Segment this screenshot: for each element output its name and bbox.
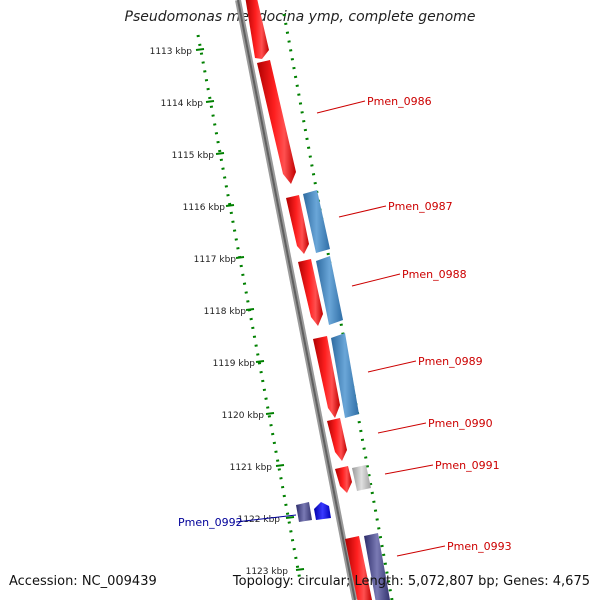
gene-feature <box>313 336 340 418</box>
gene-label-pmen-0991[interactable]: Pmen_0991 <box>435 459 500 472</box>
gene-feature <box>286 195 309 254</box>
map-title: Pseudomonas mendocina ymp, complete geno… <box>124 9 476 25</box>
tick-label: 1121 kbp <box>230 463 273 473</box>
tick-mark <box>245 308 255 311</box>
tick-mark <box>215 152 225 155</box>
gene-label-pmen-0992[interactable]: Pmen_0992 <box>178 516 243 529</box>
gene-feature <box>245 0 269 59</box>
accession-label: Accession: NC_009439 <box>9 574 157 589</box>
gene-feature <box>257 60 296 184</box>
gene-feature <box>364 533 390 600</box>
tick-mark <box>285 516 295 519</box>
tick-mark <box>255 360 265 363</box>
cds-track <box>245 0 372 600</box>
tick-mark <box>295 568 305 571</box>
gene-feature <box>314 502 331 520</box>
gene-feature <box>335 466 352 493</box>
gene-feature <box>352 465 371 491</box>
gene-feature <box>316 256 343 325</box>
tick-mark <box>205 100 215 103</box>
tick-label: 1117 kbp <box>194 255 237 265</box>
tick-mark <box>275 464 285 467</box>
gene-label-pmen-0989[interactable]: Pmen_0989 <box>418 355 483 368</box>
genome-summary: Topology: circular; Length: 5,072,807 bp… <box>232 574 590 589</box>
tick-label: 1122 kbp <box>238 515 281 525</box>
tick-mark <box>235 256 245 259</box>
tick-label: 1118 kbp <box>204 307 247 317</box>
gene-feature <box>298 259 323 326</box>
label-connectors <box>235 100 446 557</box>
gene-label-pmen-0988[interactable]: Pmen_0988 <box>402 268 467 281</box>
gene-label-pmen-0986[interactable]: Pmen_0986 <box>367 95 432 108</box>
genome-backbone <box>235 0 358 600</box>
gene-labels: Pmen_0986 Pmen_0987 Pmen_0988 Pmen_0989 … <box>178 95 512 553</box>
gene-label-pmen-0987[interactable]: Pmen_0987 <box>388 200 453 213</box>
tick-label: 1119 kbp <box>213 359 256 369</box>
gene-label-pmen-0993[interactable]: Pmen_0993 <box>447 540 512 553</box>
gene-feature <box>331 333 359 418</box>
gene-label-pmen-0990[interactable]: Pmen_0990 <box>428 417 493 430</box>
tick-label: 1123 kbp <box>246 567 289 577</box>
tick-label: 1116 kbp <box>183 203 226 213</box>
gene-feature <box>303 190 330 253</box>
tick-label: 1114 kbp <box>161 99 204 109</box>
gene-feature <box>345 536 372 600</box>
tick-mark <box>195 48 205 51</box>
tick-label: 1113 kbp <box>150 47 193 57</box>
scale-ticks: 1113 kbp 1114 kbp 1115 kbp 1116 kbp 1117… <box>150 47 305 577</box>
tick-mark <box>265 412 275 415</box>
gene-feature <box>296 502 312 522</box>
tick-label: 1120 kbp <box>222 411 265 421</box>
gene-feature <box>327 418 347 461</box>
rna-feature <box>314 502 331 520</box>
cog-track <box>296 190 390 600</box>
tick-mark <box>225 204 235 207</box>
tick-label: 1115 kbp <box>172 151 215 161</box>
